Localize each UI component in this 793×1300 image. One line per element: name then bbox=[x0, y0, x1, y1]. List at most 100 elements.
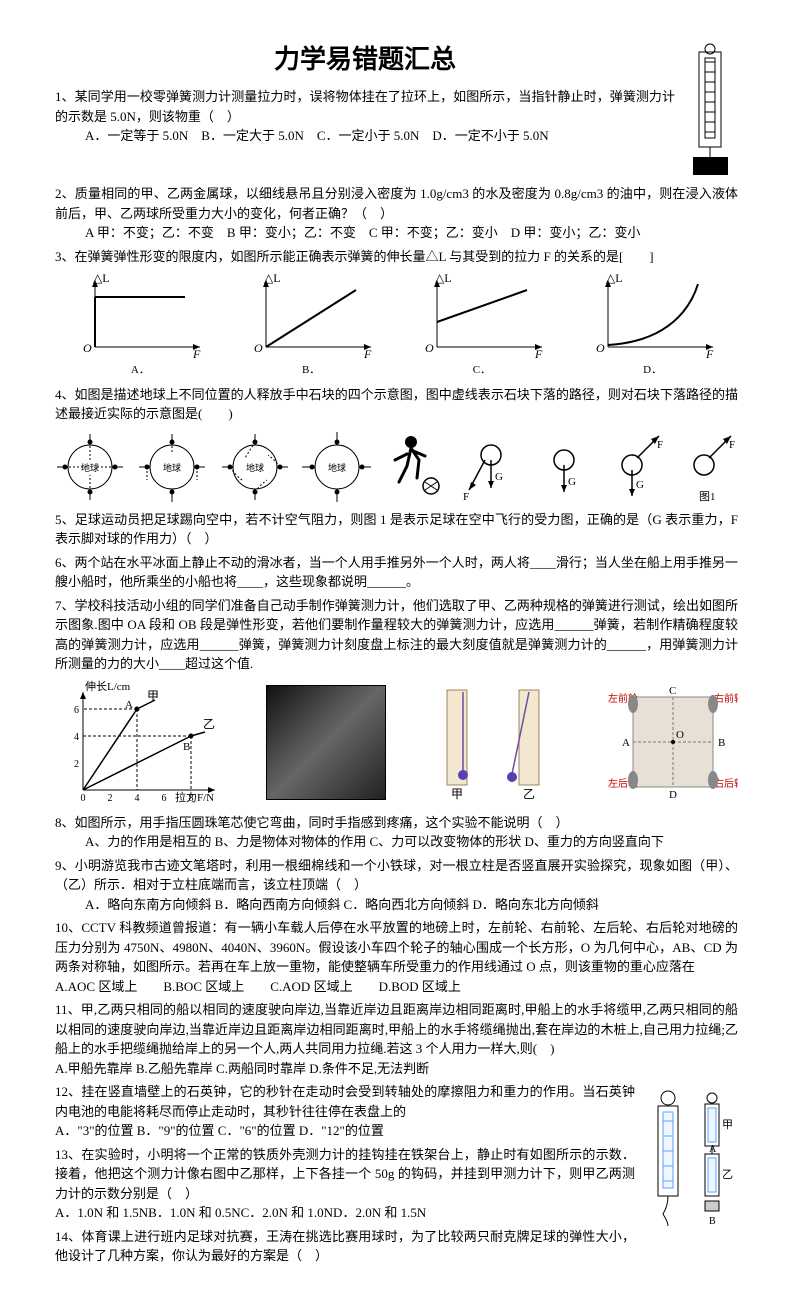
svg-text:B: B bbox=[709, 1216, 716, 1227]
earth-d: 地球 bbox=[302, 430, 370, 504]
svg-text:2: 2 bbox=[108, 793, 113, 804]
svg-text:B: B bbox=[183, 741, 190, 753]
force-c: G F bbox=[607, 430, 666, 504]
q12-options: A．"3"的位置 B．"9"的位置 C．"6"的位置 D．"12"的位置 bbox=[55, 1123, 384, 1138]
q3-graph-c: △L O F C． bbox=[417, 272, 547, 379]
force-d: F 图1 bbox=[679, 430, 738, 504]
q14-text: 14、体育课上进行班内足球对抗赛，王涛在挑选比赛用球时，为了比较两只耐克牌足球的… bbox=[55, 1229, 635, 1264]
svg-text:地球: 地球 bbox=[81, 462, 99, 473]
question-3: 3、在弹簧弹性形变的限度内，如图所示能正确表示弹簧的伸长量△L 与其受到的拉力 … bbox=[55, 247, 738, 267]
svg-text:甲: 甲 bbox=[722, 1119, 733, 1131]
dual-spring-scale-figure: 甲 乙 B A bbox=[643, 1086, 738, 1246]
q3-graphs-row: △L O F A． △L O F B． △L O F C． bbox=[55, 272, 738, 379]
q1-options: A．一定等于 5.0N B．一定大于 5.0N C．一定小于 5.0N D．一定… bbox=[85, 128, 549, 143]
q13-text: 13、在实验时，小明将一个正常的铁质外壳测力计的挂钩挂在铁架台上，静止时有如图所… bbox=[55, 1147, 635, 1201]
svg-text:F: F bbox=[705, 347, 714, 361]
svg-text:地球: 地球 bbox=[328, 462, 346, 473]
svg-text:地球: 地球 bbox=[246, 462, 264, 473]
svg-text:O: O bbox=[254, 341, 263, 355]
svg-text:G: G bbox=[495, 471, 503, 483]
q3-text: 3、在弹簧弹性形变的限度内，如图所示能正确表示弹簧的伸长量△L 与其受到的拉力 … bbox=[55, 249, 654, 264]
svg-text:B: B bbox=[718, 737, 725, 749]
pen-press-photo bbox=[266, 685, 386, 800]
svg-text:F: F bbox=[363, 347, 372, 361]
q3-graph-d: △L O F D． bbox=[588, 272, 718, 379]
q10-options: A.AOC 区域上 B.BOC 区域上 C.AOD 区域上 D.BOD 区域上 bbox=[55, 979, 461, 994]
q3-label-d: D． bbox=[643, 362, 662, 379]
q7-text: 7、学校科技活动小组的同学们准备自己动手制作弹簧测力计，他们选取了甲、乙两种规格… bbox=[55, 598, 738, 672]
svg-text:F: F bbox=[192, 347, 201, 361]
q5-text: 5、足球运动员把足球踢向空中，若不计空气阻力，则图 1 是表示足球在空中飞行的受… bbox=[55, 512, 738, 547]
svg-text:O: O bbox=[425, 341, 434, 355]
spring-scale-figure-q1 bbox=[683, 40, 738, 180]
q3-label-b: B． bbox=[302, 362, 320, 379]
q1-text: 1、某同学用一校零弹簧测力计测量拉力时，误将物体挂在了拉环上，如图所示，当指针静… bbox=[55, 89, 675, 124]
svg-text:F: F bbox=[534, 347, 543, 361]
q8-options: A、力的作用是相互的 B、力是物体对物体的作用 C、力可以改变物体的形状 D、重… bbox=[85, 834, 664, 849]
svg-text:F: F bbox=[657, 439, 663, 451]
svg-text:C: C bbox=[669, 685, 676, 697]
earth-a: 地球 bbox=[55, 430, 123, 504]
q3-graph-b: △L O F B． bbox=[246, 272, 376, 379]
q3-label-c: C． bbox=[473, 362, 491, 379]
svg-text:4: 4 bbox=[135, 793, 140, 804]
svg-text:乙: 乙 bbox=[203, 717, 215, 731]
q2-text: 2、质量相同的甲、乙两金属球，以细线悬吊且分别浸入密度为 1.0g/cm3 的水… bbox=[55, 186, 738, 221]
svg-text:0: 0 bbox=[81, 793, 86, 804]
q9-text: 9、小明游览我市古迹文笔塔时，利用一根细棉线和一个小铁球，对一根立柱是否竖直展开… bbox=[55, 858, 738, 893]
q6-text: 6、两个站在水平冰面上静止不动的滑冰者，当一个人用手推另外一个人时，两人将___… bbox=[55, 555, 738, 590]
question-11: 11、甲,乙两只相同的船以相同的速度驶向岸边,当靠近岸边且距离岸边相同距离时,甲… bbox=[55, 1000, 738, 1078]
q11-text: 11、甲,乙两只相同的船以相同的速度驶向岸边,当靠近岸边且距离岸边相同距离时,甲… bbox=[55, 1002, 738, 1056]
earth-b: 地球 bbox=[137, 430, 205, 504]
svg-text:地球: 地球 bbox=[163, 462, 181, 473]
wheel-diagram: 左前轮 右前轮 左后轮 右后轮 A B C D O bbox=[608, 682, 738, 802]
svg-text:2: 2 bbox=[74, 759, 79, 770]
svg-text:A: A bbox=[622, 737, 630, 749]
svg-text:O: O bbox=[596, 341, 605, 355]
svg-text:拉力F/N: 拉力F/N bbox=[175, 790, 214, 804]
q3-graph-a: △L O F A． bbox=[75, 272, 205, 379]
svg-text:甲: 甲 bbox=[147, 689, 159, 703]
q11-options: A.甲船先靠岸 B.乙船先靠岸 C.两船同时靠岸 D.条件不足,无法判断 bbox=[55, 1061, 429, 1076]
q8-text: 8、如图所示，用手指压圆珠笔芯使它弯曲，同时手指感到疼痛，这个实验不能说明（ ） bbox=[55, 815, 569, 830]
page-title: 力学易错题汇总 bbox=[55, 40, 738, 79]
svg-text:图1: 图1 bbox=[699, 490, 716, 503]
svg-text:A: A bbox=[709, 1144, 717, 1155]
question-2: 2、质量相同的甲、乙两金属球，以细线悬吊且分别浸入密度为 1.0g/cm3 的水… bbox=[55, 184, 738, 243]
svg-text:甲: 甲 bbox=[451, 787, 463, 801]
question-6: 6、两个站在水平冰面上静止不动的滑冰者，当一个人用手推另外一个人时，两人将___… bbox=[55, 553, 738, 592]
svg-text:乙: 乙 bbox=[523, 787, 535, 801]
force-b: G bbox=[534, 430, 593, 504]
question-1: 1、某同学用一校零弹簧测力计测量拉力时，误将物体挂在了拉环上，如图所示，当指针静… bbox=[55, 87, 738, 180]
q12-text: 12、挂在竖直墙壁上的石英钟，它的秒针在走动时会受到转轴处的摩擦阻力和重力的作用… bbox=[55, 1084, 635, 1119]
question-10: 10、CCTV 科教频道曾报道：有一辆小车载人后停在水平放置的地磅上时，左前轮、… bbox=[55, 918, 738, 996]
svg-text:4: 4 bbox=[74, 732, 79, 743]
svg-text:G: G bbox=[568, 476, 576, 488]
earth-c: 地球 bbox=[220, 430, 288, 504]
question-9: 9、小明游览我市古迹文笔塔时，利用一根细棉线和一个小铁球，对一根立柱是否竖直展开… bbox=[55, 856, 738, 915]
svg-text:6: 6 bbox=[74, 705, 79, 716]
svg-text:G: G bbox=[636, 479, 644, 491]
q9-options: A．略向东南方向倾斜 B．略向西南方向倾斜 C．略向西北方向倾斜 D．略向东北方… bbox=[85, 897, 599, 912]
question-5: 5、足球运动员把足球踢向空中，若不计空气阻力，则图 1 是表示足球在空中飞行的受… bbox=[55, 510, 738, 549]
svg-text:O: O bbox=[676, 729, 684, 741]
pendulum-figure: 甲 乙 bbox=[427, 682, 567, 802]
svg-text:伸长L/cm: 伸长L/cm bbox=[85, 680, 131, 693]
spring-chart: 伸长L/cm 0 2 4 6 8 2 4 6 拉力F/N 甲 A 乙 B bbox=[55, 680, 225, 805]
question-7: 7、学校科技活动小组的同学们准备自己动手制作弹簧测力计，他们选取了甲、乙两种规格… bbox=[55, 596, 738, 674]
q4q5-figures-row: 地球 地球 地球 地球 G F bbox=[55, 430, 738, 504]
question-13: 13、在实验时，小明将一个正常的铁质外壳测力计的挂钩挂在铁架台上，静止时有如图所… bbox=[55, 1145, 738, 1223]
q2-options: A 甲：不变；乙：不变 B 甲：变小；乙：不变 C 甲：不变；乙：变小 D 甲：… bbox=[85, 225, 640, 240]
q4-text: 4、如图是描述地球上不同位置的人释放手中石块的四个示意图，图中虚线表示石块下落的… bbox=[55, 387, 738, 422]
svg-text:D: D bbox=[669, 789, 677, 801]
question-12: 12、挂在竖直墙壁上的石英钟，它的秒针在走动时会受到转轴处的摩擦阻力和重力的作用… bbox=[55, 1082, 738, 1141]
svg-text:O: O bbox=[83, 341, 92, 355]
mid-figures-row: 伸长L/cm 0 2 4 6 8 2 4 6 拉力F/N 甲 A 乙 B bbox=[55, 680, 738, 805]
footballer-icon bbox=[385, 430, 448, 504]
question-14: 14、体育课上进行班内足球对抗赛，王涛在挑选比赛用球时，为了比较两只耐克牌足球的… bbox=[55, 1227, 738, 1266]
svg-text:6: 6 bbox=[162, 793, 167, 804]
svg-text:F: F bbox=[463, 491, 469, 503]
question-8: 8、如图所示，用手指压圆珠笔芯使它弯曲，同时手指感到疼痛，这个实验不能说明（ ）… bbox=[55, 813, 738, 852]
question-4: 4、如图是描述地球上不同位置的人释放手中石块的四个示意图，图中虚线表示石块下落的… bbox=[55, 385, 738, 424]
force-a: G F bbox=[461, 430, 520, 504]
